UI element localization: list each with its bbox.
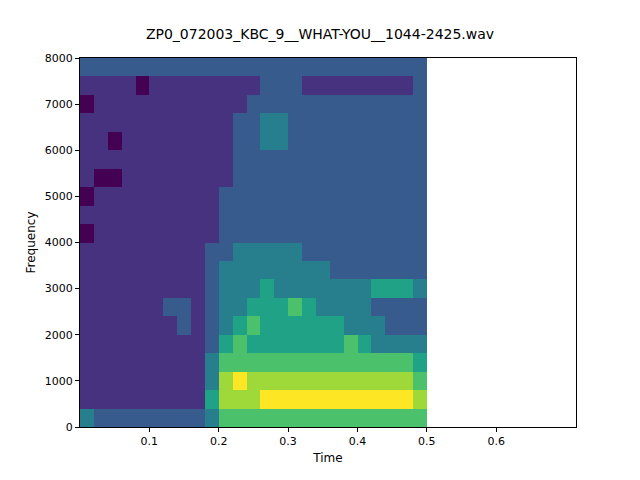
svg-text:1000: 1000 (45, 375, 73, 388)
svg-text:ZP0_072003_KBC_9__WHAT-YOU__10: ZP0_072003_KBC_9__WHAT-YOU__1044-2425.wa… (146, 26, 494, 42)
svg-text:0.3: 0.3 (279, 435, 297, 448)
svg-text:0.2: 0.2 (210, 435, 228, 448)
svg-text:5000: 5000 (45, 190, 73, 203)
svg-text:0.6: 0.6 (487, 435, 505, 448)
svg-text:4000: 4000 (45, 236, 73, 249)
svg-text:6000: 6000 (45, 144, 73, 157)
svg-text:Frequency: Frequency (24, 212, 38, 274)
svg-text:2000: 2000 (45, 329, 73, 342)
svg-text:8000: 8000 (45, 52, 73, 65)
svg-text:0.1: 0.1 (141, 435, 159, 448)
svg-text:3000: 3000 (45, 282, 73, 295)
svg-text:Time: Time (312, 451, 342, 465)
svg-text:0: 0 (66, 421, 73, 434)
svg-text:7000: 7000 (45, 98, 73, 111)
svg-text:0.4: 0.4 (349, 435, 367, 448)
svg-text:0.5: 0.5 (418, 435, 436, 448)
